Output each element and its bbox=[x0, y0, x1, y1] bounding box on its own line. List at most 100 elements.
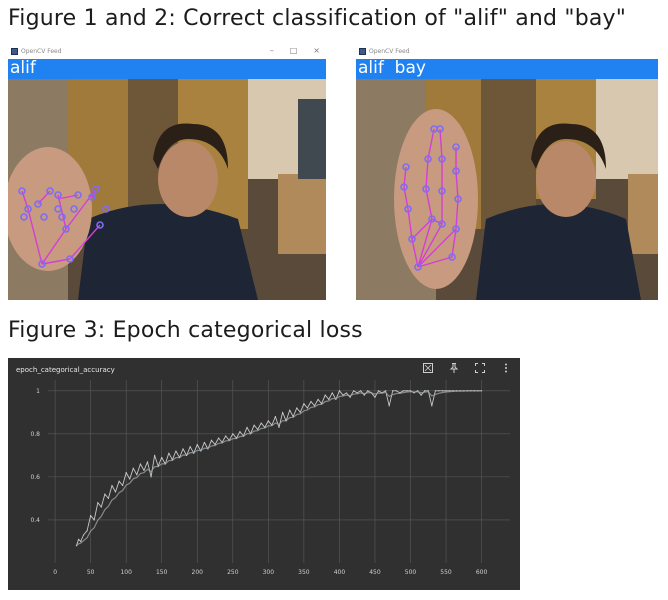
data-point bbox=[271, 424, 273, 426]
data-point bbox=[260, 422, 262, 424]
data-point bbox=[420, 394, 422, 396]
data-point bbox=[171, 459, 173, 461]
data-point bbox=[441, 390, 444, 392]
video-frame bbox=[356, 79, 658, 300]
data-point bbox=[168, 452, 170, 454]
data-point bbox=[335, 398, 337, 400]
data-point bbox=[77, 538, 80, 540]
data-point bbox=[438, 390, 440, 392]
data-point bbox=[146, 461, 149, 463]
prediction-bar: alif bbox=[8, 58, 326, 79]
fit-domain-icon[interactable] bbox=[422, 362, 434, 374]
close-button[interactable]: × bbox=[313, 46, 320, 55]
hand-landmarks bbox=[400, 125, 462, 271]
video-frame bbox=[8, 79, 326, 300]
opencv-window-alif: OpenCV Feed – □ × alif bbox=[8, 44, 326, 300]
data-point bbox=[417, 390, 419, 392]
smoothed-line bbox=[75, 390, 482, 547]
data-point bbox=[161, 456, 163, 459]
data-point bbox=[328, 398, 330, 400]
data-point bbox=[388, 405, 390, 407]
data-point bbox=[399, 392, 401, 394]
data-point bbox=[189, 446, 191, 448]
x-tick-label: 550 bbox=[440, 569, 452, 576]
accuracy-chart: 0 50 100 150 200 250 300 350 400 450 500 550 600 0.4 0… bbox=[30, 380, 510, 576]
x-tick-label: 250 bbox=[227, 569, 239, 576]
data-point bbox=[370, 392, 372, 394]
data-point bbox=[296, 407, 298, 409]
y-tick-label: 1 bbox=[36, 388, 40, 395]
data-point bbox=[456, 390, 458, 392]
data-point bbox=[210, 439, 213, 441]
webcam-image bbox=[356, 79, 658, 300]
data-point bbox=[111, 484, 113, 487]
data-point bbox=[353, 390, 355, 392]
data-point bbox=[473, 390, 476, 392]
data-point bbox=[143, 469, 145, 472]
data-point bbox=[164, 463, 166, 465]
x-tick-label: 600 bbox=[476, 569, 488, 576]
data-point bbox=[331, 392, 333, 394]
x-tick-label: 0 bbox=[53, 569, 57, 576]
app-icon bbox=[11, 47, 18, 55]
data-point bbox=[424, 390, 426, 392]
data-point bbox=[345, 392, 348, 394]
x-tick-label: 350 bbox=[298, 569, 310, 576]
hand-landmarks bbox=[18, 185, 110, 268]
data-point bbox=[274, 416, 277, 418]
data-point bbox=[427, 390, 429, 392]
data-point bbox=[448, 390, 451, 392]
data-point bbox=[100, 506, 102, 508]
maximize-button[interactable]: □ bbox=[289, 46, 298, 55]
data-point bbox=[232, 433, 234, 435]
data-point bbox=[249, 433, 252, 435]
minimize-button[interactable]: – bbox=[269, 46, 274, 55]
figure-3-heading: Figure 3: Epoch categorical loss bbox=[8, 318, 363, 343]
data-point bbox=[480, 390, 483, 392]
data-point bbox=[406, 390, 408, 392]
data-point bbox=[104, 493, 106, 495]
data-point bbox=[395, 390, 397, 392]
data-point bbox=[122, 484, 124, 487]
data-point bbox=[324, 394, 326, 396]
pin-icon[interactable] bbox=[448, 362, 460, 374]
data-point bbox=[214, 443, 216, 446]
window-titlebar[interactable]: OpenCV Feed – □ × bbox=[8, 44, 326, 58]
data-point bbox=[313, 405, 316, 407]
data-point bbox=[225, 435, 227, 437]
data-point bbox=[342, 394, 344, 396]
data-point bbox=[402, 390, 404, 392]
data-point bbox=[257, 428, 259, 431]
data-point bbox=[221, 441, 223, 444]
data-point bbox=[267, 420, 269, 422]
data-point bbox=[93, 519, 95, 521]
data-point bbox=[459, 390, 461, 392]
window-title: OpenCV Feed bbox=[21, 47, 62, 55]
data-point bbox=[299, 411, 301, 413]
data-point bbox=[470, 390, 472, 392]
data-point bbox=[157, 465, 159, 467]
fullscreen-icon[interactable] bbox=[474, 362, 486, 374]
data-point bbox=[385, 390, 387, 392]
data-point bbox=[360, 390, 362, 392]
data-point bbox=[452, 390, 454, 392]
data-point bbox=[377, 390, 380, 392]
data-point bbox=[463, 390, 465, 392]
x-tick-label: 500 bbox=[405, 569, 417, 576]
data-point bbox=[97, 502, 99, 504]
data-point bbox=[114, 491, 117, 493]
data-point bbox=[303, 403, 305, 405]
more-vert-icon[interactable] bbox=[500, 362, 512, 374]
data-point bbox=[235, 437, 237, 439]
window-titlebar[interactable]: OpenCV Feed bbox=[356, 44, 658, 58]
data-point bbox=[196, 443, 198, 446]
x-tick-label: 300 bbox=[263, 569, 275, 576]
data-point bbox=[292, 416, 294, 418]
data-point bbox=[306, 407, 309, 409]
data-point bbox=[186, 454, 188, 456]
data-point bbox=[154, 454, 156, 456]
data-point bbox=[349, 396, 351, 398]
data-point bbox=[150, 476, 152, 478]
data-point bbox=[86, 530, 88, 532]
data-point bbox=[363, 394, 365, 396]
